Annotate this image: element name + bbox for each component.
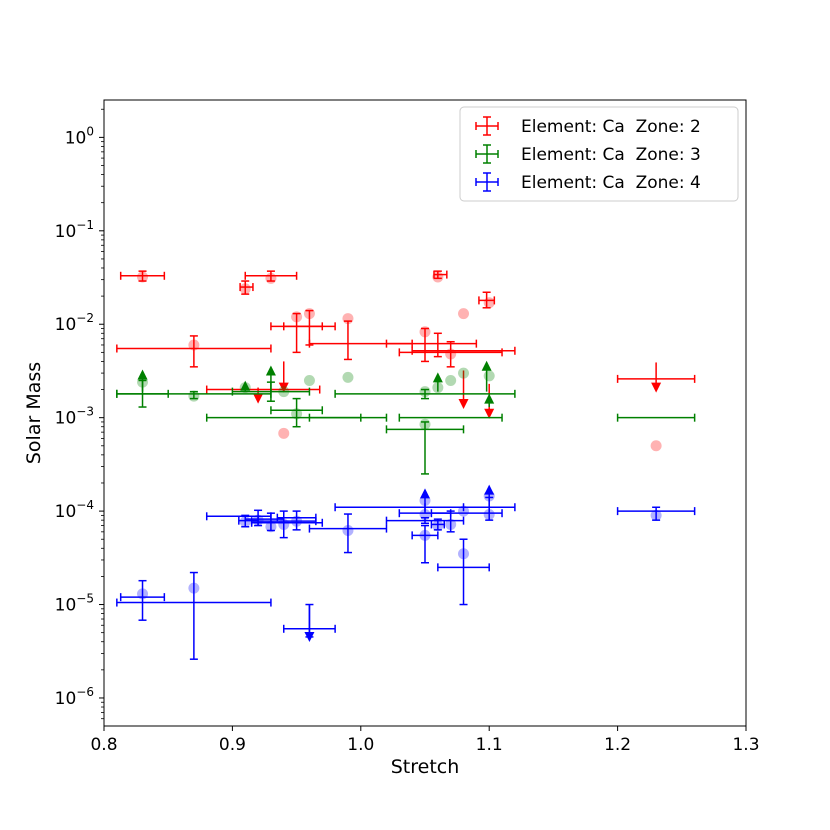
series-4 (116, 484, 696, 660)
y-tick-base: 10 (55, 315, 77, 335)
legend-label: Element: Ca Zone: 3 (521, 145, 701, 165)
lower-limit-marker (137, 369, 148, 380)
series-layer (116, 270, 696, 660)
error-bar (433, 270, 448, 280)
y-tick-exponent: −2 (76, 311, 94, 325)
data-point (483, 297, 495, 309)
y-tick-base: 10 (55, 689, 77, 709)
error-bar (398, 340, 503, 368)
y-tick-base: 10 (55, 409, 77, 429)
error-bar (205, 512, 272, 521)
x-axis-ticks: 0.8 0.9 1.0 1.1 1.2 1.3 (90, 726, 760, 755)
error-bar (119, 270, 166, 282)
y-tick-base: 10 (65, 128, 87, 148)
error-bar (116, 571, 272, 660)
lower-limit-marker (265, 365, 276, 376)
y-tick-exponent: −1 (76, 218, 94, 232)
error-bar (398, 413, 503, 422)
y-tick-base: 10 (55, 502, 77, 522)
error-bar (616, 413, 696, 422)
error-bar (385, 421, 465, 475)
plot-area (104, 100, 746, 726)
data-point (445, 374, 457, 386)
legend-label: Element: Ca Zone: 4 (521, 173, 701, 193)
lower-limit-marker (240, 380, 251, 391)
upper-limit-marker (651, 382, 662, 393)
upper-limit-marker (253, 393, 264, 404)
error-bar (270, 397, 324, 428)
error-bar (119, 579, 166, 621)
error-bar (308, 413, 388, 422)
y-tick-exponent: −6 (76, 685, 94, 699)
upper-limit-marker (458, 399, 469, 410)
error-bar (478, 291, 496, 309)
error-bar (334, 388, 516, 400)
y-tick-label: 100 (65, 124, 94, 148)
y-tick-label: 10−4 (55, 498, 94, 522)
lower-limit-marker (481, 360, 492, 371)
error-bar (205, 385, 321, 394)
error-bar (250, 510, 324, 539)
error-bar (276, 510, 317, 531)
x-tick-label: 1.1 (476, 735, 503, 755)
error-bar (411, 524, 439, 564)
data-point (303, 374, 315, 386)
error-bar (616, 506, 696, 521)
error-bar (430, 509, 503, 533)
legend-entry: Element: Ca Zone: 2 (475, 116, 701, 137)
error-bar (430, 518, 446, 531)
error-bar (239, 280, 254, 295)
y-tick-exponent: −5 (76, 592, 94, 606)
error-bar (116, 389, 272, 400)
legend-label: Element: Ca Zone: 2 (521, 117, 701, 137)
legend-box (459, 106, 739, 202)
plot-frame (103, 99, 747, 727)
error-bar (116, 335, 272, 368)
legend-entry: Element: Ca Zone: 4 (475, 172, 701, 193)
legend: Element: Ca Zone: 2 Element: Ca Zone: 3 El… (459, 106, 739, 202)
x-tick-label: 0.9 (219, 735, 246, 755)
y-tick-base: 10 (55, 596, 77, 616)
lower-limit-marker (432, 372, 443, 383)
y-tick-exponent: −3 (76, 405, 94, 419)
x-tick-label: 1.2 (604, 735, 631, 755)
lower-limit-marker (484, 484, 495, 495)
x-axis-label: Stretch (391, 756, 460, 778)
data-point (278, 427, 290, 439)
data-point (650, 440, 662, 452)
y-tick-label: 10−3 (55, 405, 94, 429)
error-bar (411, 327, 516, 363)
series-3 (116, 360, 696, 475)
error-bar (244, 270, 298, 282)
y-tick-label: 10−6 (55, 685, 94, 709)
x-tick-label: 1.3 (732, 735, 759, 755)
upper-limit-marker (484, 408, 495, 419)
y-tick-exponent: 0 (86, 124, 94, 138)
error-bar (437, 538, 490, 606)
x-tick-label: 1.0 (347, 735, 374, 755)
y-tick-label: 10−1 (55, 218, 94, 242)
error-bar (385, 332, 478, 358)
data-point (342, 371, 354, 383)
y-axis-label: Solar Mass (23, 362, 45, 464)
y-tick-exponent: −4 (76, 498, 94, 512)
legend-entry: Element: Ca Zone: 3 (475, 144, 701, 165)
y-tick-label: 10−5 (55, 592, 94, 616)
series-2 (116, 270, 696, 452)
lower-limit-marker (484, 393, 495, 404)
data-point (458, 308, 470, 320)
x-tick-label: 0.8 (90, 735, 117, 755)
upper-limit-marker (304, 631, 315, 642)
data-point (483, 370, 495, 382)
y-tick-base: 10 (55, 222, 77, 242)
data-point (458, 367, 470, 379)
upper-limit-marker (278, 382, 289, 393)
error-bar (308, 513, 388, 554)
y-tick-label: 10−2 (55, 311, 94, 335)
lower-limit-marker (420, 488, 430, 499)
